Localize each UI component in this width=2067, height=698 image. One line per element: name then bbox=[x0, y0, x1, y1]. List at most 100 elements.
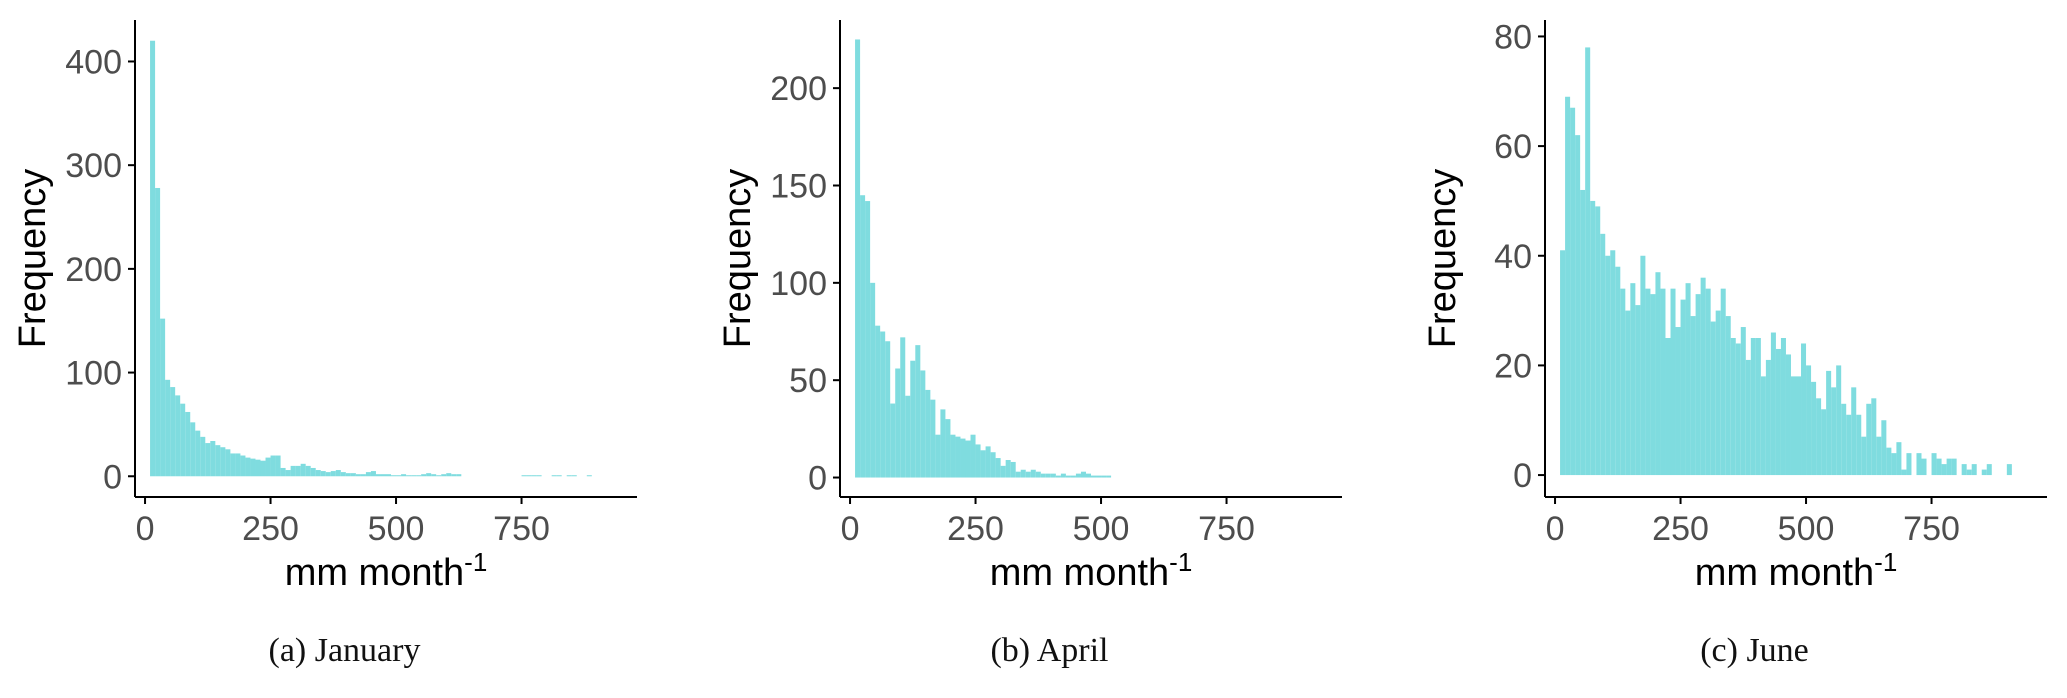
histogram-bar bbox=[411, 475, 417, 477]
histogram-bar bbox=[275, 455, 281, 477]
histogram-bar bbox=[205, 443, 211, 477]
histogram-bar bbox=[1896, 442, 1902, 476]
histogram-bar bbox=[225, 449, 231, 477]
histogram-bar bbox=[1035, 471, 1041, 478]
histogram-bar bbox=[1615, 266, 1621, 476]
histogram-bar bbox=[566, 475, 572, 477]
x-tick-label: 0 bbox=[1546, 510, 1565, 548]
histogram-bar bbox=[571, 475, 577, 477]
x-tick-label: 750 bbox=[1903, 510, 1960, 548]
histogram-bar bbox=[1986, 464, 1992, 476]
histogram-bar bbox=[195, 430, 201, 477]
histogram-bar bbox=[1630, 283, 1636, 476]
histogram-bar bbox=[1000, 465, 1006, 478]
y-tick-label: 300 bbox=[65, 147, 122, 185]
histogram-bar bbox=[1625, 310, 1631, 476]
histogram-bar bbox=[970, 434, 976, 478]
histogram-bar bbox=[1951, 458, 1957, 476]
histogram-bar bbox=[1841, 403, 1847, 476]
histogram-bar bbox=[240, 455, 246, 477]
histogram-bar bbox=[1730, 338, 1736, 476]
histogram-bar bbox=[1590, 200, 1596, 476]
histogram-bar bbox=[1916, 453, 1922, 476]
histogram-bar bbox=[180, 403, 186, 477]
histogram-bar bbox=[1015, 471, 1021, 478]
histogram-bar bbox=[1715, 310, 1721, 476]
histogram-bar bbox=[295, 465, 301, 477]
histogram-bar bbox=[1871, 398, 1877, 476]
histogram-bar bbox=[1580, 189, 1586, 476]
histogram-bar bbox=[1665, 338, 1671, 476]
x-axis-title: mm month-1 bbox=[990, 547, 1193, 594]
histogram-bar bbox=[1055, 475, 1061, 478]
histogram-bar bbox=[1600, 233, 1606, 476]
x-axis-title-superscript: -1 bbox=[1169, 547, 1192, 577]
histogram-bar bbox=[245, 457, 251, 477]
histogram-bar bbox=[391, 475, 397, 477]
y-tick-label: 0 bbox=[103, 458, 122, 496]
histogram-bar bbox=[320, 471, 326, 477]
histogram-bar bbox=[905, 395, 911, 478]
histogram-bar bbox=[1080, 471, 1086, 478]
histogram-bar bbox=[370, 471, 376, 477]
histogram-bar bbox=[1790, 376, 1796, 476]
chart-panel-january: 0 100 200 300 400 0 250 500 750 mm month-1 Frequen… bbox=[0, 0, 689, 698]
histogram-bar bbox=[1901, 469, 1907, 476]
histogram-bar bbox=[250, 458, 256, 477]
histogram-bar bbox=[1971, 464, 1977, 476]
x-tick-label: 500 bbox=[1778, 510, 1835, 548]
histogram-bar bbox=[1881, 420, 1887, 476]
histogram-bar bbox=[396, 475, 402, 477]
histogram-bar bbox=[325, 472, 331, 477]
histogram-bar bbox=[215, 445, 221, 477]
histogram-bar bbox=[280, 467, 286, 477]
y-axis-title: Frequency bbox=[717, 169, 759, 349]
histogram-bar bbox=[1005, 460, 1011, 478]
histogram-bar bbox=[305, 465, 311, 477]
histogram-bar bbox=[1660, 288, 1666, 476]
histogram-bar bbox=[1866, 403, 1872, 476]
histogram-bar bbox=[526, 475, 532, 477]
histogram-bar bbox=[210, 441, 216, 477]
caption-april: (b) April bbox=[990, 632, 1109, 669]
histogram-bar bbox=[441, 474, 447, 477]
histogram-bar bbox=[1876, 436, 1882, 476]
histogram-bar bbox=[1070, 475, 1076, 478]
x-tick-label: 250 bbox=[242, 510, 299, 548]
caption-january: (a) January bbox=[268, 632, 421, 669]
histogram-bar bbox=[431, 474, 437, 477]
x-axis-title: mm month-1 bbox=[1695, 547, 1898, 594]
histogram-bar bbox=[335, 470, 341, 477]
histogram-bar bbox=[1961, 464, 1967, 476]
histogram-bar bbox=[1785, 354, 1791, 476]
y-tick-label: 200 bbox=[65, 251, 122, 289]
histogram-bar bbox=[1690, 316, 1696, 476]
histogram-bar bbox=[1705, 288, 1711, 476]
histogram-bar bbox=[315, 470, 321, 477]
histogram-bar bbox=[170, 387, 176, 477]
histogram-bar bbox=[230, 453, 236, 477]
histogram-bar bbox=[536, 475, 542, 477]
histogram-bar bbox=[1560, 250, 1566, 476]
histogram-bar bbox=[1675, 327, 1681, 476]
histogram-bar bbox=[300, 463, 306, 477]
histogram-bar bbox=[1770, 332, 1776, 476]
histogram-bar bbox=[1831, 387, 1837, 476]
histogram-bar bbox=[386, 474, 392, 477]
histogram-bar bbox=[1936, 458, 1942, 476]
histogram-bar bbox=[895, 368, 901, 478]
histogram-bar bbox=[456, 474, 462, 477]
histogram-bar bbox=[1096, 475, 1102, 478]
histogram-bar bbox=[421, 474, 427, 477]
histogram-bar bbox=[310, 467, 316, 477]
histogram-bar bbox=[1740, 327, 1746, 476]
histogram-bar bbox=[1680, 299, 1686, 476]
histogram-bar bbox=[920, 370, 926, 478]
histogram-bar bbox=[1826, 370, 1832, 476]
histogram-bar bbox=[1670, 288, 1676, 476]
histogram-bar bbox=[355, 474, 361, 477]
histogram-bar bbox=[1045, 473, 1051, 478]
y-tick-label: 100 bbox=[770, 265, 827, 303]
histogram-bar bbox=[955, 436, 961, 478]
